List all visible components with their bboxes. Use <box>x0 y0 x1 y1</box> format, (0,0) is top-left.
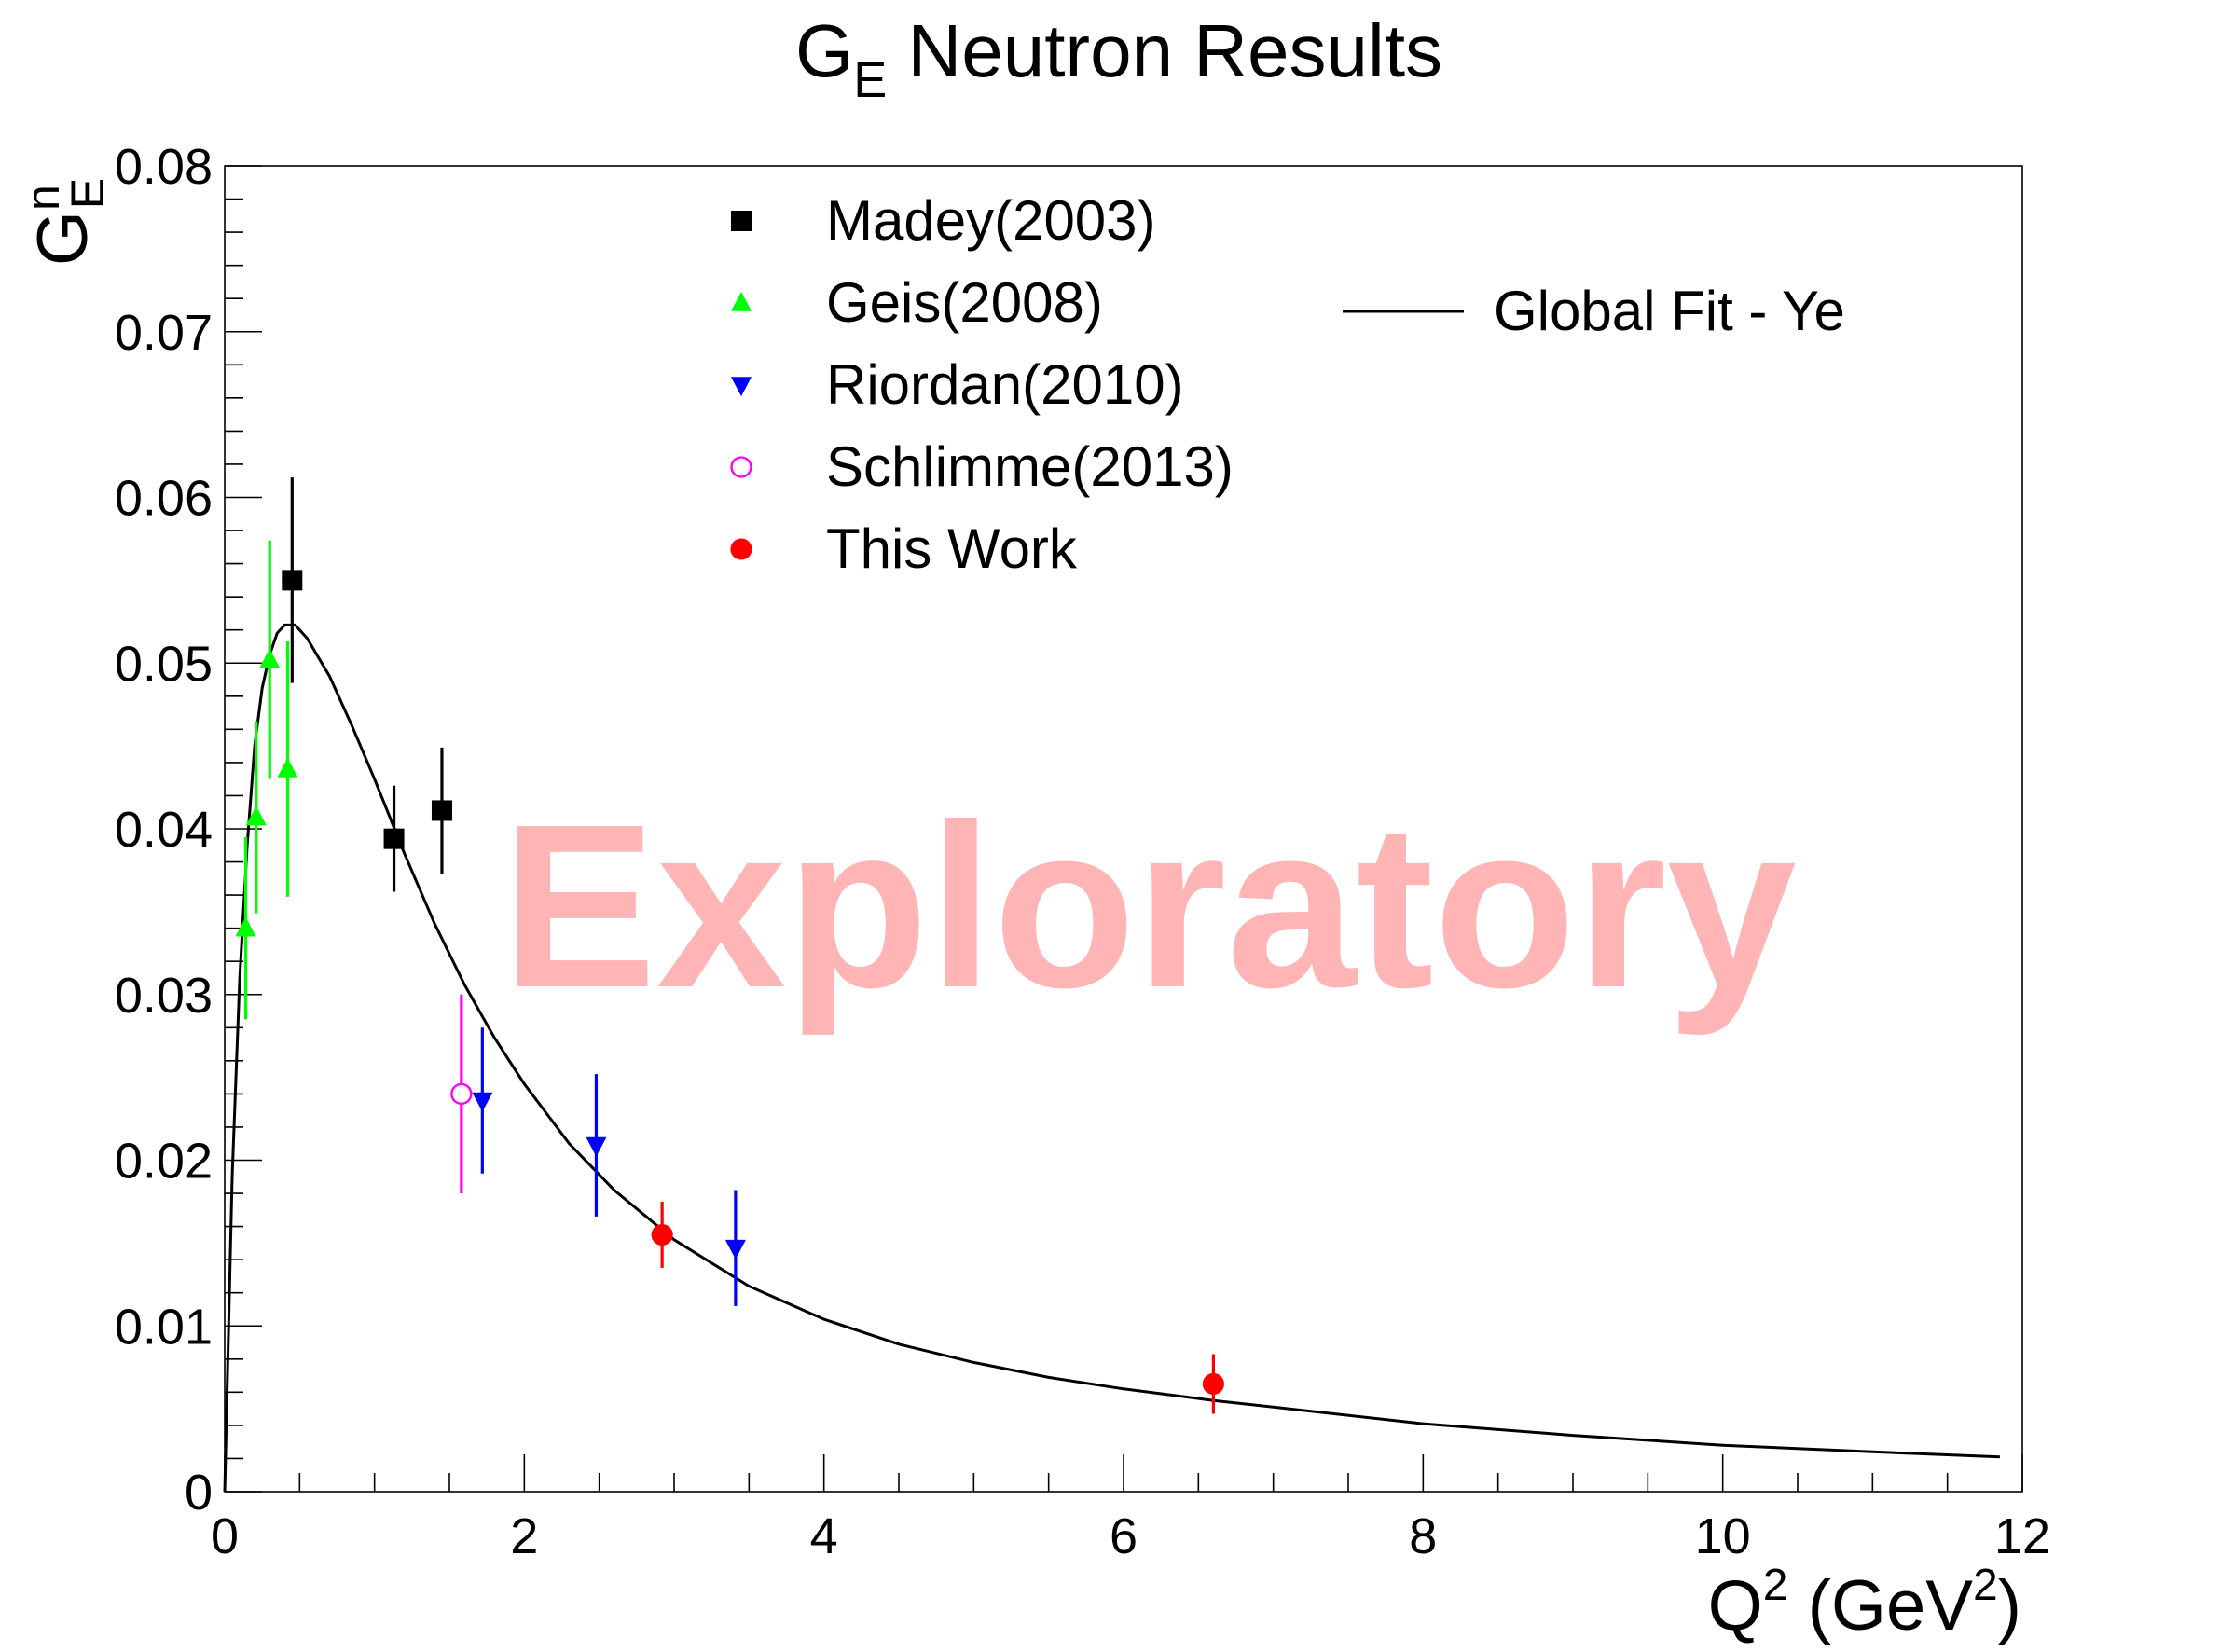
y-tick-label: 0.03 <box>115 968 213 1024</box>
data-point <box>245 805 267 826</box>
legend: Madey(2003) Geis(2008) Riordan(2010) Schlim… <box>730 189 1845 580</box>
x-tick-label: 2 <box>510 1508 538 1564</box>
x-axis-label-sup: 2 <box>1763 1561 1788 1610</box>
legend-marker <box>731 291 752 311</box>
y-tick-labels: 0 0.01 0.02 0.03 0.04 0.05 0.06 0.07 0.08 <box>115 139 213 1521</box>
y-axis-label-sub: E <box>62 178 114 209</box>
data-point <box>586 1136 607 1157</box>
data-point <box>259 648 281 668</box>
legend-label: Riordan(2010) <box>826 353 1184 416</box>
series-geis-2008 <box>235 540 298 1020</box>
legend-label: Global Fit - Ye <box>1494 280 1845 342</box>
data-point <box>431 800 452 821</box>
x-tick-label: 10 <box>1695 1508 1751 1564</box>
y-tick-label: 0.01 <box>115 1299 213 1355</box>
y-axis-label-sup: n <box>17 185 69 211</box>
x-axis-label-sup2: 2 <box>1973 1561 1998 1610</box>
legend-marker <box>731 377 752 397</box>
chart-title: GE Neutron Results <box>795 9 1442 108</box>
data-point <box>282 570 303 591</box>
y-tick-label: 0.04 <box>115 802 213 858</box>
series-madey-2003 <box>282 477 452 892</box>
data-points <box>235 477 1224 1414</box>
y-tick-label: 0.02 <box>115 1134 213 1190</box>
series-schlimme-2013 <box>450 994 473 1194</box>
legend-label: This Work <box>826 517 1078 580</box>
y-tick-label: 0 <box>185 1465 213 1521</box>
legend-label: Madey(2003) <box>826 189 1156 252</box>
series-riordan-2010 <box>472 1027 746 1306</box>
data-point <box>651 1223 673 1246</box>
data-point <box>235 916 256 937</box>
data-point <box>450 1082 473 1106</box>
y-axis-label-main: G <box>23 211 103 266</box>
global-fit-curve <box>223 623 2000 1493</box>
x-axis-label-main: Q <box>1708 1566 1763 1645</box>
series-this-work <box>651 1201 1224 1414</box>
x-axis-label-mid: (GeV <box>1787 1566 1973 1645</box>
x-tick-label: 8 <box>1409 1508 1437 1564</box>
watermark: Exploratory <box>501 776 1796 1036</box>
data-point <box>724 1239 746 1260</box>
chart-title-sub: E <box>853 52 887 108</box>
y-tick-label: 0.05 <box>115 636 213 692</box>
legend-marker <box>730 538 752 560</box>
x-tick-labels: 0 2 4 6 8 10 12 <box>211 1508 2050 1564</box>
y-tick-label: 0.07 <box>115 305 213 361</box>
legend-marker <box>731 211 752 231</box>
legend-label: Schlimme(2013) <box>826 435 1234 498</box>
data-point <box>383 828 405 849</box>
data-point <box>1202 1372 1224 1396</box>
legend-label: Geis(2008) <box>826 271 1103 334</box>
x-axis-label-end: ) <box>1998 1566 2021 1645</box>
data-point <box>277 757 298 778</box>
x-tick-label: 12 <box>1994 1508 2050 1564</box>
y-axis-label: GnE <box>17 178 114 266</box>
x-tick-label: 0 <box>211 1508 239 1564</box>
y-tick-label: 0.08 <box>115 139 213 195</box>
y-tick-label: 0.06 <box>115 471 213 527</box>
x-axis-label: Q2 (GeV2) <box>1708 1561 2021 1645</box>
legend-marker <box>730 456 752 478</box>
x-tick-label: 6 <box>1110 1508 1138 1564</box>
chart-title-main: G <box>795 9 853 92</box>
data-point <box>472 1092 493 1112</box>
chart-title-rest: Neutron Results <box>887 9 1442 92</box>
x-tick-label: 4 <box>810 1508 838 1564</box>
